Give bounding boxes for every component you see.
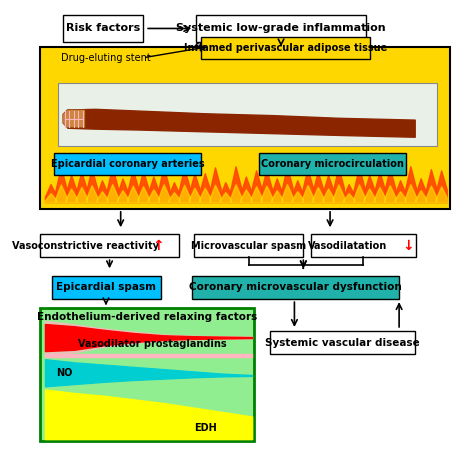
Text: Microvascular spasm: Microvascular spasm (191, 241, 306, 251)
Text: ↑: ↑ (153, 238, 164, 252)
FancyBboxPatch shape (40, 46, 450, 209)
Text: Systemic vascular disease: Systemic vascular disease (265, 337, 419, 347)
FancyBboxPatch shape (259, 153, 406, 175)
Text: Coronary microcirculation: Coronary microcirculation (261, 159, 404, 169)
FancyBboxPatch shape (201, 38, 370, 59)
FancyBboxPatch shape (40, 308, 255, 441)
FancyBboxPatch shape (40, 234, 179, 257)
FancyBboxPatch shape (54, 153, 201, 175)
FancyBboxPatch shape (58, 83, 437, 146)
Text: NO: NO (56, 368, 73, 378)
Text: Vasodilatation: Vasodilatation (308, 241, 388, 251)
Text: Epicardial coronary arteries: Epicardial coronary arteries (51, 159, 204, 169)
Text: Epicardial spasm: Epicardial spasm (56, 282, 156, 292)
Text: ↓: ↓ (402, 238, 414, 252)
Text: Systemic low-grade inflammation: Systemic low-grade inflammation (176, 24, 386, 34)
Text: Vasodilator prostaglandins: Vasodilator prostaglandins (78, 339, 226, 349)
Text: Endothelium-derived relaxing factors: Endothelium-derived relaxing factors (37, 312, 257, 322)
FancyBboxPatch shape (63, 15, 143, 42)
Text: EDH: EDH (194, 423, 217, 433)
FancyBboxPatch shape (196, 15, 366, 42)
Text: Risk factors: Risk factors (66, 24, 140, 34)
FancyBboxPatch shape (311, 234, 416, 257)
Text: Inflamed perivascular adipose tissue: Inflamed perivascular adipose tissue (184, 43, 387, 53)
Text: Coronary microvascular dysfunction: Coronary microvascular dysfunction (189, 282, 402, 292)
Text: Drug-eluting stent: Drug-eluting stent (61, 53, 150, 63)
Text: Vasoconstrictive reactivity: Vasoconstrictive reactivity (11, 241, 158, 251)
Polygon shape (63, 110, 85, 128)
FancyBboxPatch shape (192, 276, 399, 299)
FancyBboxPatch shape (270, 331, 415, 354)
FancyBboxPatch shape (52, 276, 161, 299)
FancyBboxPatch shape (194, 234, 303, 257)
